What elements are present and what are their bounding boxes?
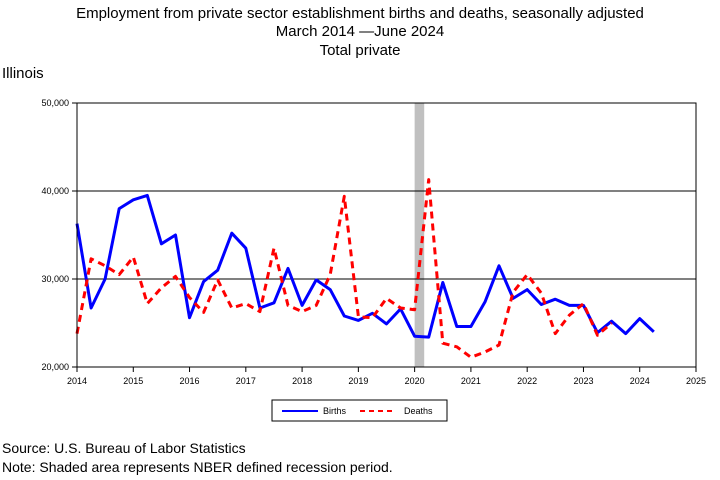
x-tick-label: 2024 — [630, 376, 650, 386]
series-line-deaths — [75, 178, 613, 359]
plot-frame — [76, 102, 697, 368]
chart-date-range: March 2014 —June 2024 — [275, 23, 445, 40]
chart-title: Employment from private sector establish… — [76, 5, 644, 22]
y-tick-label: 30,000 — [41, 274, 69, 284]
x-tick-label: 2025 — [686, 376, 706, 386]
x-tick-label: 2022 — [517, 376, 537, 386]
source-note: Source: U.S. Bureau of Labor Statistics — [2, 440, 246, 456]
recession-band — [414, 103, 425, 367]
legend-label-births: Births — [323, 406, 347, 416]
y-tick-label: 20,000 — [41, 362, 69, 372]
x-tick-label: 2015 — [123, 376, 143, 386]
legend-box — [271, 399, 448, 422]
region-label: Illinois — [2, 65, 44, 82]
series-layer — [75, 178, 655, 359]
chart-subtitle: Total private — [319, 42, 401, 59]
axis-layer: 20,000 30,000 40,000 50,000 2014 2015 2016 2017… — [41, 98, 706, 386]
x-tick-label: 2020 — [405, 376, 425, 386]
y-tick-label: 40,000 — [41, 186, 69, 196]
x-tick-label: 2019 — [348, 376, 368, 386]
legend-label-deaths: Deaths — [404, 406, 433, 416]
recession-note: Note: Shaded area represents NBER define… — [2, 459, 393, 475]
line-chart: 20,000 30,000 40,000 50,000 2014 2015 2016 2017… — [41, 98, 706, 422]
grid-layer — [77, 190, 696, 280]
x-tick-label: 2023 — [573, 376, 593, 386]
x-tick-label: 2018 — [292, 376, 312, 386]
chart-legend: Births Deaths — [271, 399, 448, 422]
x-tick-label: 2021 — [461, 376, 481, 386]
recession-layer — [414, 103, 425, 367]
x-tick-label: 2014 — [67, 376, 87, 386]
x-tick-label: 2017 — [236, 376, 256, 386]
y-tick-label: 50,000 — [41, 98, 69, 108]
x-tick-label: 2016 — [180, 376, 200, 386]
